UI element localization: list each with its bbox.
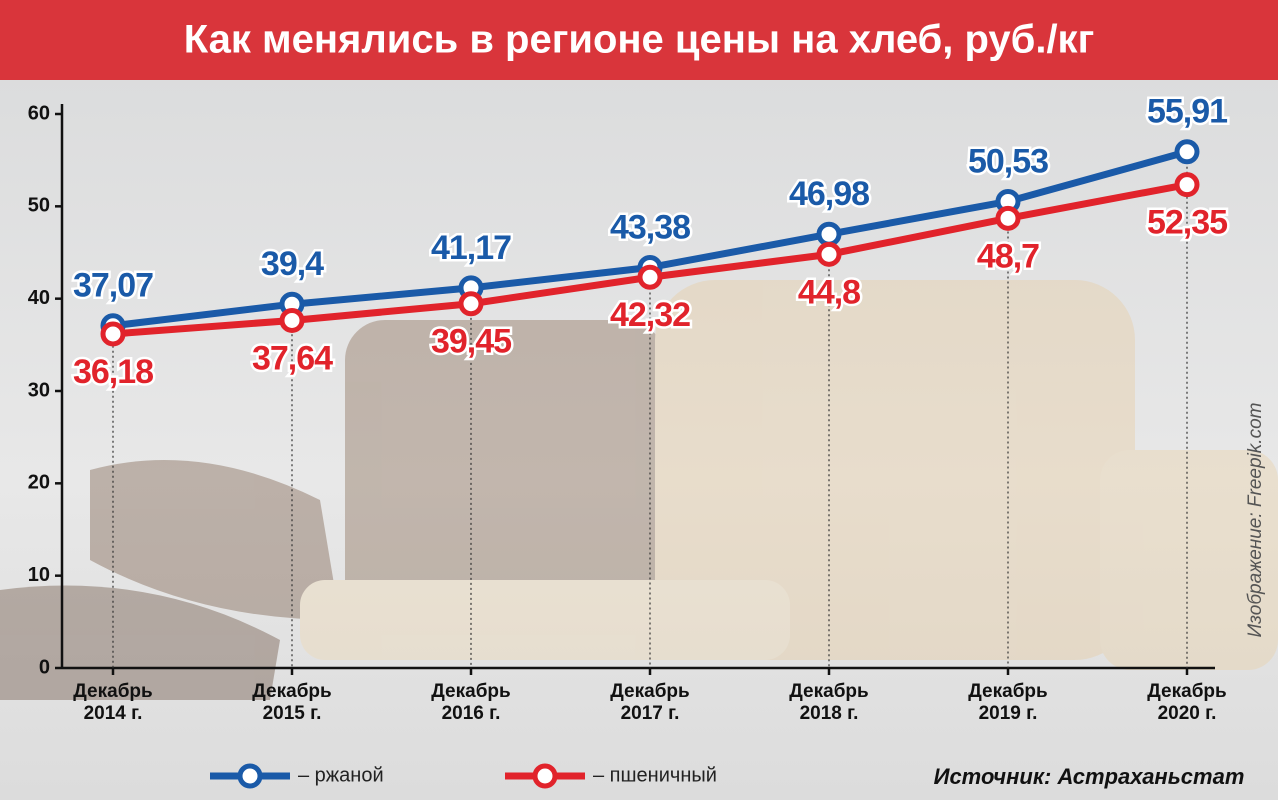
- point: [995, 205, 1021, 231]
- point: [100, 321, 126, 347]
- value-label: 52,35: [1147, 204, 1227, 242]
- legend-marker: [237, 763, 263, 789]
- image-credit: Изображение: Freepik.com: [1245, 403, 1266, 638]
- value-label: 43,38: [610, 208, 690, 246]
- legend-label: – ржаной: [298, 764, 384, 786]
- x-tick-label: Декабрь 2018 г.: [789, 681, 869, 724]
- value-label: 55,91: [1147, 93, 1227, 131]
- x-tick-label: Декабрь 2015 г.: [252, 681, 332, 724]
- x-tick-label: Декабрь 2014 г.: [73, 681, 153, 724]
- value-label: 37,07: [73, 267, 153, 305]
- legend-label: – пшеничный: [593, 764, 717, 786]
- y-tick-label: 10: [28, 564, 50, 586]
- value-label: 39,45: [431, 323, 511, 361]
- point: [1174, 139, 1200, 165]
- y-tick-label: 40: [28, 287, 50, 309]
- chart-title: Как менялись в регионе цены на хлеб, руб…: [184, 18, 1095, 62]
- point: [637, 264, 663, 290]
- source: Источник: Астраханьстат: [934, 764, 1245, 789]
- value-label: 39,4: [261, 245, 324, 283]
- y-tick-label: 60: [28, 102, 50, 124]
- title-bar: [0, 0, 1278, 80]
- value-label: 41,17: [431, 229, 511, 267]
- value-label: 42,32: [610, 296, 690, 334]
- background-bread: [0, 280, 1278, 700]
- value-label: 37,64: [252, 339, 333, 377]
- value-label: 36,18: [73, 353, 153, 391]
- value-label: 44,8: [798, 273, 860, 311]
- y-tick-label: 0: [39, 656, 50, 678]
- x-tick-label: Декабрь 2016 г.: [431, 681, 511, 724]
- y-tick-label: 30: [28, 379, 50, 401]
- value-label: 46,98: [789, 175, 869, 213]
- y-tick-label: 50: [28, 195, 50, 217]
- point: [279, 307, 305, 333]
- legend-marker: [532, 763, 558, 789]
- x-tick-label: Декабрь 2020 г.: [1147, 681, 1227, 724]
- y-tick-label: 20: [28, 472, 50, 494]
- value-label: 50,53: [968, 142, 1048, 180]
- point: [816, 241, 842, 267]
- x-tick-label: Декабрь 2019 г.: [968, 681, 1048, 724]
- point: [1174, 172, 1200, 198]
- value-label: 48,7: [977, 237, 1039, 275]
- x-tick-label: Декабрь 2017 г.: [610, 681, 690, 724]
- point: [458, 291, 484, 317]
- point: [816, 221, 842, 247]
